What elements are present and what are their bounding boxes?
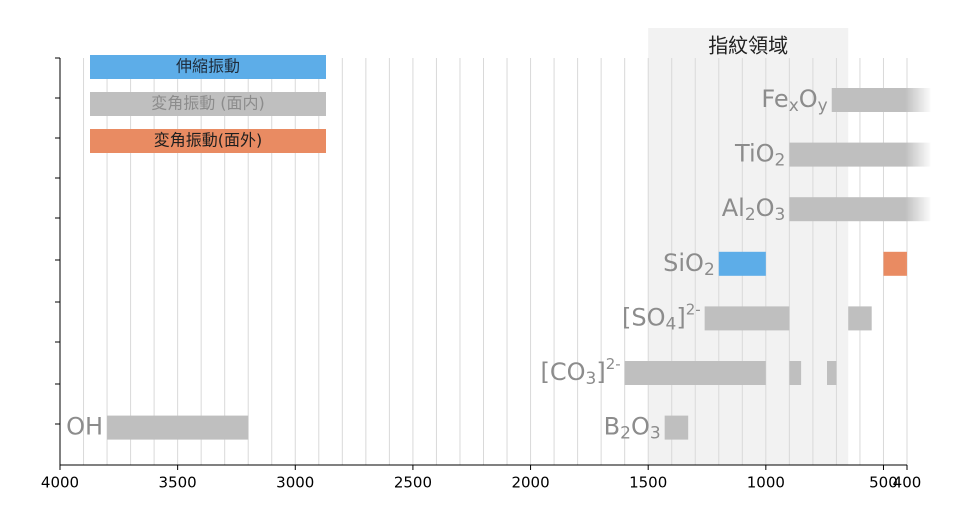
row-label-part: [SO <box>622 303 666 331</box>
range-bar <box>704 306 790 331</box>
row-label-part: x <box>789 96 799 116</box>
row-label-part: Fe <box>761 85 788 113</box>
row-label-part: [CO <box>540 358 585 386</box>
background-layer: 指紋領域 <box>648 28 849 465</box>
row-label-part: 3 <box>775 205 786 225</box>
row-label-part: O <box>756 194 775 222</box>
range-bar <box>624 361 766 385</box>
x-tick-label: 400 <box>893 474 922 492</box>
row-label-part: ] <box>676 303 685 331</box>
row-label-part: 4 <box>665 314 676 334</box>
range-bar <box>664 415 689 440</box>
range-bar <box>107 415 249 440</box>
row-label: Al2O3 <box>722 194 786 225</box>
legend-label: 変角振動 (面内) <box>151 94 265 113</box>
range-bar <box>718 251 766 276</box>
marks-layer <box>90 55 931 440</box>
legend-label: 変角振動(面外) <box>154 131 263 150</box>
x-tick-label: 4000 <box>41 474 79 492</box>
legend-swatch <box>90 92 326 116</box>
range-bar <box>827 361 837 385</box>
row-label-part: ] <box>596 358 605 386</box>
row-label-part: TiO <box>734 140 774 168</box>
row-label-part: y <box>818 96 828 116</box>
range-bar <box>789 197 931 222</box>
row-label-part: O <box>631 413 650 441</box>
range-bar <box>789 361 802 385</box>
row-label: [CO3]2- <box>540 355 620 390</box>
row-label-part: 2- <box>686 300 701 318</box>
x-tick-label: 500 <box>869 474 898 492</box>
range-bar <box>848 306 872 331</box>
x-tick-label: 1500 <box>629 474 667 492</box>
x-tick-label: 3000 <box>276 474 314 492</box>
range-bar <box>883 251 907 276</box>
x-tick-label: 3500 <box>159 474 197 492</box>
row-label-part: 2- <box>606 355 621 373</box>
row-label-part: 2 <box>775 151 786 171</box>
row-label-part: 2 <box>745 205 756 225</box>
x-tick-label: 1000 <box>747 474 785 492</box>
row-label-part: Al <box>722 194 745 222</box>
row-label: [SO4]2- <box>622 300 701 335</box>
row-label-part: 3 <box>650 424 661 444</box>
legend-swatch <box>90 55 326 79</box>
row-label-part: O <box>799 85 818 113</box>
row-label: TiO2 <box>734 140 785 171</box>
row-label-part: 3 <box>585 369 596 389</box>
legend-label: 伸縮振動 <box>176 57 240 76</box>
row-label-part: B <box>604 413 620 441</box>
y-axis-ticks <box>55 57 60 425</box>
x-tick-label: 2500 <box>394 474 432 492</box>
row-label: SiO2 <box>663 249 715 280</box>
region-label: 指紋領域 <box>708 34 788 58</box>
range-bar <box>831 88 931 112</box>
row-label-part: 2 <box>620 424 631 444</box>
row-label: FexOy <box>761 85 827 116</box>
row-label-part: SiO <box>663 249 704 277</box>
range-bar <box>789 142 931 167</box>
legend-swatch <box>90 129 326 153</box>
row-label: OH <box>66 413 103 441</box>
grid-layer <box>59 58 908 465</box>
x-tick-label: 2000 <box>511 474 549 492</box>
row-label-part: 2 <box>704 260 715 280</box>
row-label-part: OH <box>66 413 103 441</box>
row-label: B2O3 <box>604 413 661 444</box>
region-band <box>648 28 849 465</box>
